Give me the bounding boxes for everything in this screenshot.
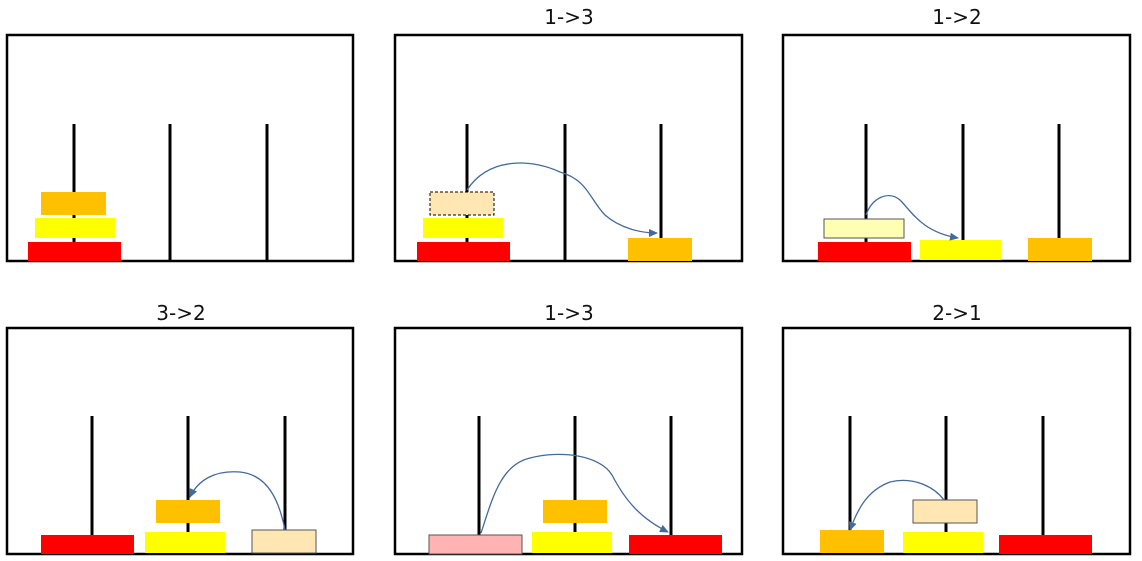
panel-5 — [393, 326, 744, 556]
panel-2 — [393, 33, 744, 263]
disk-medium — [423, 218, 503, 238]
disk-large — [28, 242, 121, 261]
move-arrow — [466, 162, 658, 237]
disk-large — [629, 535, 722, 554]
panel-frame — [393, 326, 744, 556]
ghost-disk-small — [429, 191, 495, 216]
panel-frame — [781, 33, 1132, 263]
disk-small — [156, 500, 220, 523]
panel-3 — [781, 33, 1132, 263]
panel-1 — [5, 33, 355, 263]
ghost-disk-medium — [823, 218, 905, 239]
disk-large — [818, 242, 911, 261]
ghost-disk-small — [251, 529, 317, 554]
panel-title-2: 1->3 — [544, 5, 594, 29]
panel-6 — [781, 326, 1132, 556]
panel-frame — [781, 326, 1132, 556]
move-arrow — [865, 195, 959, 241]
panel-title-3: 1->2 — [932, 5, 982, 29]
disk-medium — [920, 240, 1001, 260]
move-arrow — [189, 471, 286, 531]
disk-medium — [35, 218, 115, 238]
disk-small — [628, 238, 692, 261]
disk-small — [41, 192, 106, 215]
ghost-disk-small — [912, 499, 978, 524]
move-arrow — [480, 453, 669, 534]
panel-frame — [393, 33, 744, 263]
ghost-disk-large — [428, 534, 523, 555]
disk-small — [543, 500, 607, 523]
disk-large — [999, 535, 1092, 554]
panel-frame — [5, 326, 355, 556]
panel-title-4: 3->2 — [156, 301, 206, 325]
disk-medium — [532, 532, 612, 553]
move-arrow — [848, 479, 945, 531]
panel-4 — [5, 326, 355, 556]
panel-title-5: 1->3 — [544, 301, 594, 325]
panel-frame — [5, 33, 355, 263]
disk-small — [1028, 238, 1092, 261]
disk-small — [820, 530, 884, 553]
disk-medium — [903, 532, 983, 553]
panel-title-6: 2->1 — [932, 301, 982, 325]
disk-large — [417, 242, 510, 261]
disk-large — [41, 535, 134, 554]
disk-medium — [145, 532, 225, 553]
